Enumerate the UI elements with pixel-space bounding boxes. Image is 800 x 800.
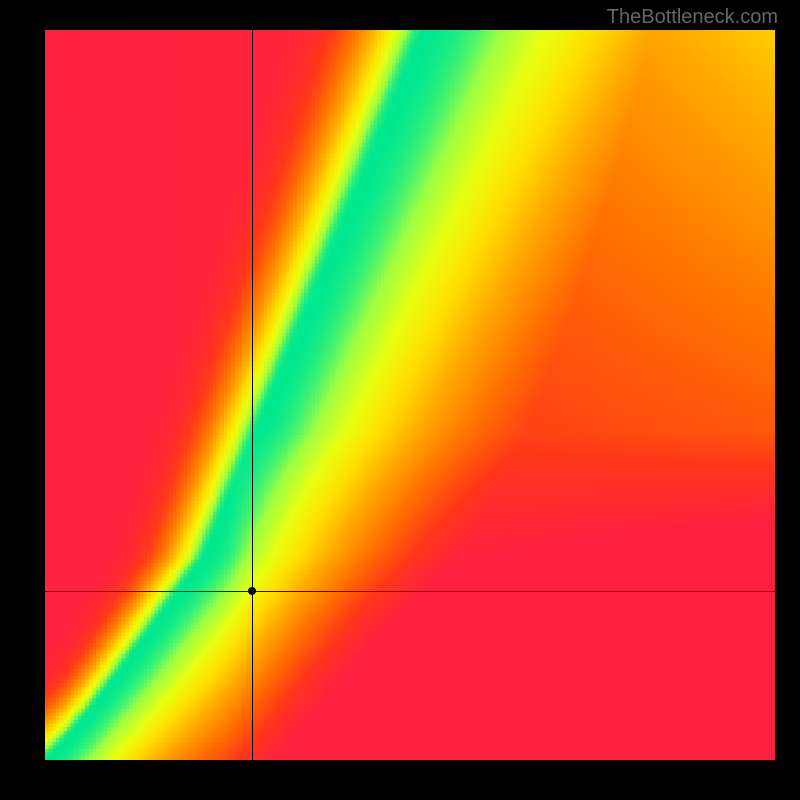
crosshair-point	[248, 587, 256, 595]
crosshair-horizontal	[45, 591, 775, 592]
watermark-text: TheBottleneck.com	[607, 6, 778, 29]
chart-container: TheBottleneck.com	[0, 0, 800, 800]
plot-area	[45, 30, 775, 760]
bottleneck-heatmap	[45, 30, 775, 760]
crosshair-vertical	[252, 30, 253, 760]
